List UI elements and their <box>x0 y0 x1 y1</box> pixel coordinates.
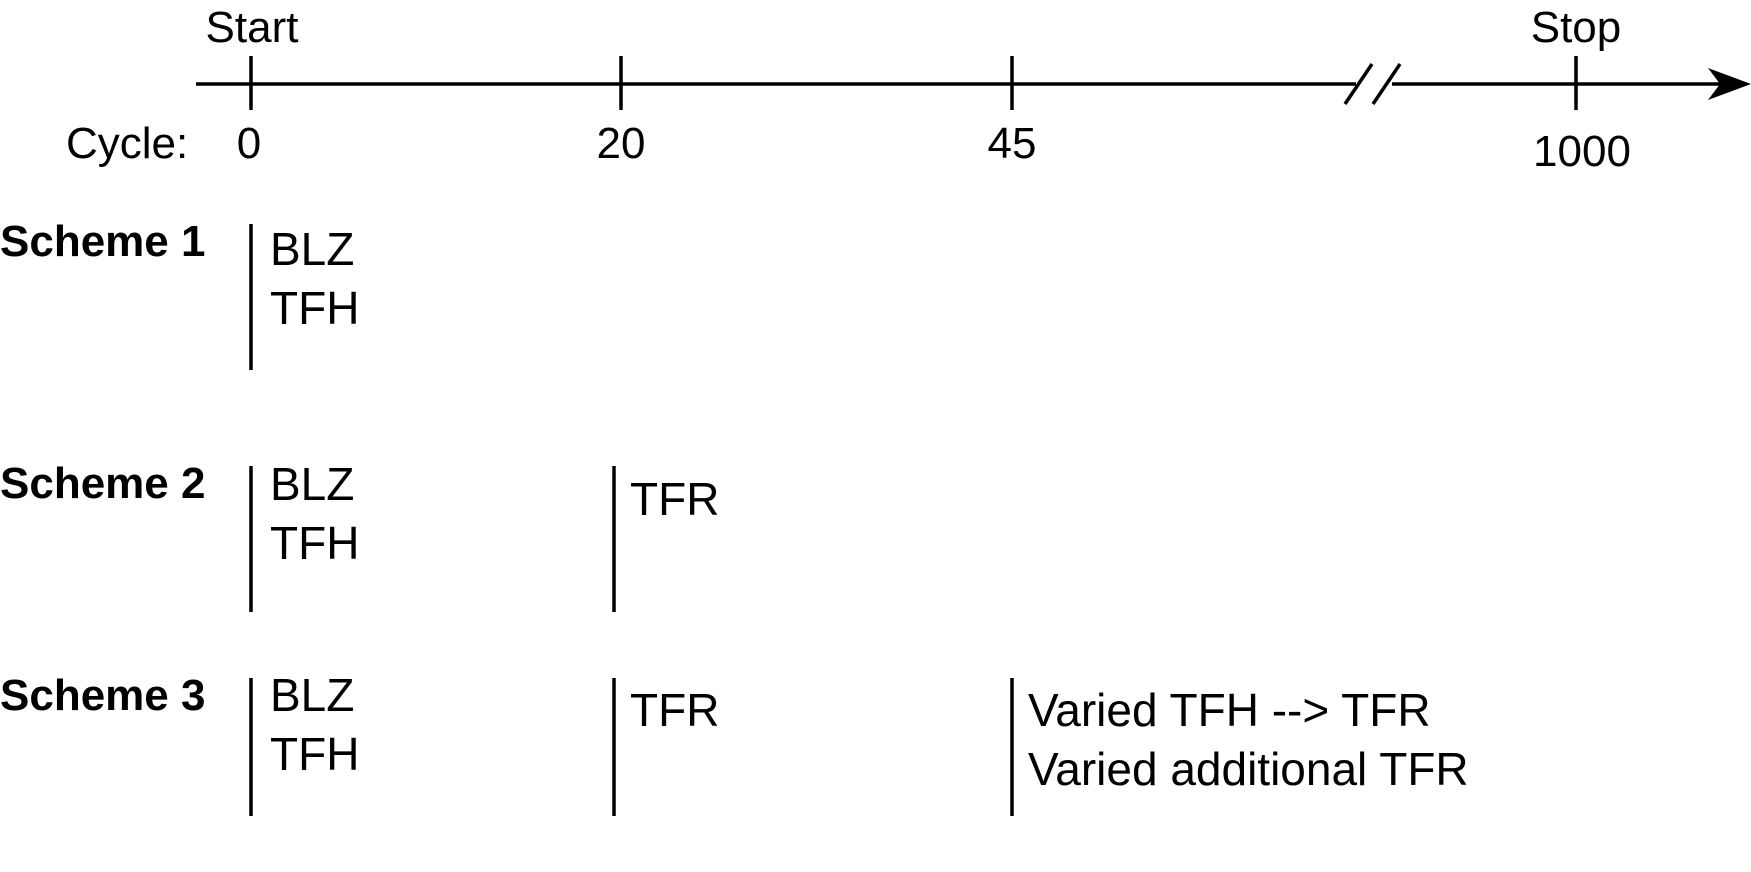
event-line: BLZ <box>270 669 354 721</box>
axis-break-marker <box>1343 63 1402 105</box>
event-line: Varied additional TFR <box>1028 743 1469 795</box>
stop-label: Stop <box>1531 3 1622 52</box>
timeline-axis: Start Stop Cycle: 0 20 45 1000 <box>66 3 1751 176</box>
scheme-event-cycle-0: BLZ TFH <box>249 669 359 816</box>
scheme-3-row: Scheme 3 BLZ TFH TFR Varied TFH --> TFR … <box>0 669 1469 816</box>
scheme-event-cycle-20: TFR <box>612 466 719 612</box>
event-line: TFH <box>270 282 359 334</box>
event-line: TFH <box>270 517 359 569</box>
scheme-event-cycle-0: BLZ TFH <box>249 458 359 612</box>
tick-cycle-0: 0 <box>237 56 261 168</box>
scheme-title: Scheme 3 <box>0 671 205 720</box>
tick-cycle-1000: 1000 <box>1533 56 1631 176</box>
tick-label: 0 <box>237 119 261 168</box>
event-line: BLZ <box>270 458 354 510</box>
tick-label: 1000 <box>1533 127 1631 176</box>
scheme-event-cycle-0: BLZ TFH <box>249 223 359 370</box>
event-line: Varied TFH --> TFR <box>1028 684 1431 736</box>
event-line: BLZ <box>270 223 354 275</box>
event-line: TFH <box>270 728 359 780</box>
scheme-1-row: Scheme 1 BLZ TFH <box>0 217 359 370</box>
scheme-event-cycle-45: Varied TFH --> TFR Varied additional TFR <box>1010 678 1469 816</box>
tick-label: 45 <box>988 119 1037 168</box>
event-line: TFR <box>630 473 719 525</box>
cycle-prefix-label: Cycle: <box>66 119 188 168</box>
axis-arrowhead <box>1708 68 1751 100</box>
event-line: TFR <box>630 684 719 736</box>
scheme-2-row: Scheme 2 BLZ TFH TFR <box>0 458 719 612</box>
start-label: Start <box>206 3 299 52</box>
tick-cycle-20: 20 <box>597 56 646 168</box>
scheme-event-cycle-20: TFR <box>612 678 719 816</box>
scheme-title: Scheme 1 <box>0 217 205 266</box>
scheme-title: Scheme 2 <box>0 459 205 508</box>
tick-cycle-45: 45 <box>988 56 1037 168</box>
tick-label: 20 <box>597 119 646 168</box>
